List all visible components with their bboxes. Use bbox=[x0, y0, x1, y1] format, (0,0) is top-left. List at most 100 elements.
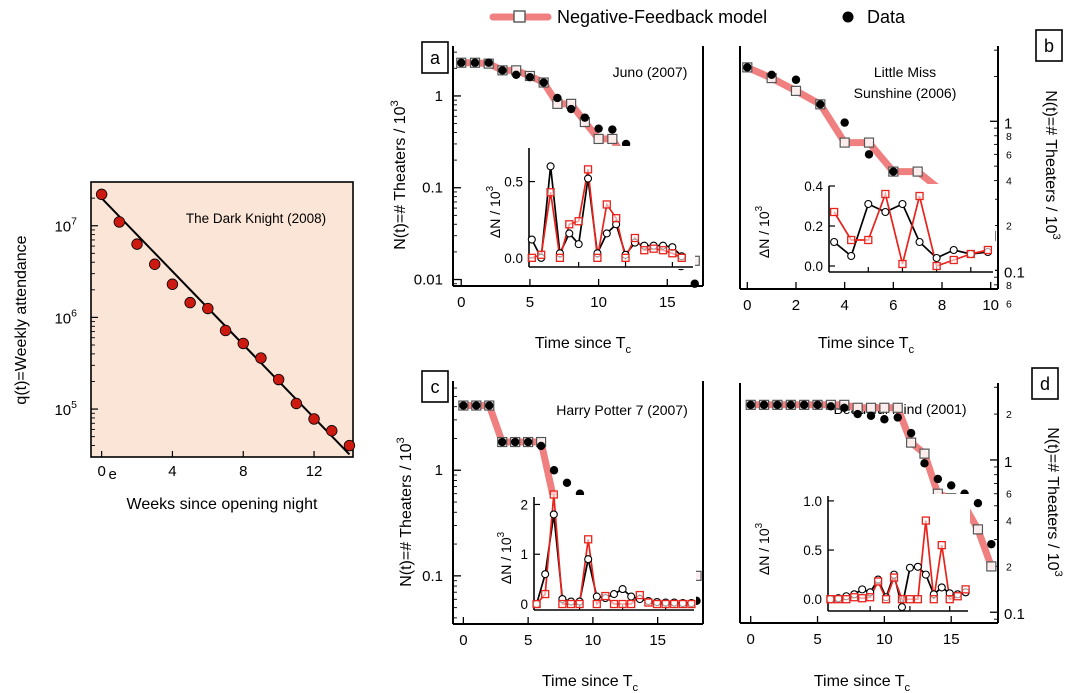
inset-model-marker bbox=[953, 592, 962, 601]
inset-data-marker bbox=[565, 229, 574, 238]
inset-data-marker bbox=[898, 199, 907, 209]
x-tick-label: 8 bbox=[239, 463, 247, 480]
inset-model-marker bbox=[850, 593, 859, 602]
legend-data-marker bbox=[842, 11, 854, 23]
inset-model-marker bbox=[574, 217, 583, 226]
x-axis-label: Weeks since opening night bbox=[127, 496, 318, 513]
inset-model-marker bbox=[612, 214, 621, 223]
inset-y-tick-label: 2 bbox=[520, 497, 528, 512]
inset-data-marker bbox=[541, 570, 550, 579]
inset-data-marker bbox=[949, 245, 958, 255]
data-point bbox=[690, 279, 699, 288]
inset-model-marker bbox=[949, 255, 958, 265]
inset-model-marker bbox=[621, 253, 630, 262]
inset-y-tick-label: 0.4 bbox=[804, 179, 823, 194]
inset-model-marker bbox=[913, 595, 923, 604]
y-minor-tick-label: 4 bbox=[1006, 516, 1012, 528]
inset-model-marker bbox=[983, 245, 993, 255]
y-tick-label-text: 10 bbox=[54, 402, 71, 419]
inset-model-marker bbox=[558, 599, 567, 609]
panel-label: d bbox=[1040, 374, 1050, 394]
data-point bbox=[255, 352, 267, 364]
y-tick-label: 0.01 bbox=[414, 272, 443, 289]
inset-y-tick-label: 0.0 bbox=[803, 592, 822, 607]
inset-model-marker bbox=[602, 200, 611, 209]
y-axis-label: N(t)=# Theaters / 103 bbox=[389, 100, 409, 250]
inset-data-marker bbox=[546, 162, 555, 171]
inset-model-marker bbox=[915, 191, 924, 201]
inset-model-marker bbox=[898, 259, 907, 269]
data-point bbox=[326, 425, 338, 437]
inset-model-marker bbox=[549, 490, 558, 499]
inset-y-axis-label-sup: 3 bbox=[496, 531, 507, 537]
y-tick-label: 1 bbox=[435, 462, 443, 479]
inset-model-marker bbox=[864, 235, 873, 245]
inset-model-marker bbox=[897, 595, 907, 604]
data-point bbox=[202, 302, 214, 315]
inset-model-marker bbox=[527, 253, 536, 262]
x-tick-label: 5 bbox=[813, 631, 821, 648]
data-point bbox=[485, 401, 494, 410]
plot-frame bbox=[90, 181, 354, 458]
data-point bbox=[786, 400, 795, 410]
inset-model-marker bbox=[932, 261, 941, 271]
model-marker bbox=[790, 85, 802, 96]
y-axis-label-text: N(t)=# Theaters / 10 bbox=[392, 106, 409, 249]
data-point bbox=[457, 58, 466, 67]
x-extra-label: e bbox=[108, 466, 116, 483]
data-point bbox=[840, 403, 849, 412]
x-tick-label: 15 bbox=[659, 294, 676, 311]
data-point bbox=[759, 400, 769, 410]
y-axis-label: q(t)=Weekly attendance bbox=[13, 235, 30, 404]
model-marker bbox=[972, 524, 984, 535]
x-axis-label-sub: c bbox=[633, 682, 639, 693]
inset-data-marker bbox=[897, 603, 907, 612]
inset-y-tick-label: 0.5 bbox=[504, 175, 523, 190]
inset-data-marker bbox=[602, 229, 611, 238]
y-tick-label: 105 bbox=[54, 399, 77, 419]
x-axis-label-text: Time since T bbox=[814, 673, 905, 690]
model-marker bbox=[919, 448, 930, 459]
model-marker bbox=[839, 137, 850, 148]
chart-beautiful-mind: 0 5 10 15 Time since Tc 0.1 1 2 4 6 2 N(t)=# Theate… bbox=[739, 367, 1064, 693]
panel-label-box bbox=[421, 41, 449, 74]
legend: Negative-Feedback model Data bbox=[489, 7, 906, 27]
inset-model-marker bbox=[929, 595, 938, 604]
x-axis-label-text: Time since T bbox=[535, 335, 626, 352]
data-point bbox=[166, 278, 179, 290]
inset-data-marker bbox=[913, 562, 922, 571]
inset-model-marker bbox=[889, 573, 899, 582]
inset-data-marker bbox=[932, 253, 941, 263]
chart-little-miss-sunshine: 0 2 4 6 8 10 Time since Tc 0.1 1 6 8 2 4 6 8 N(t)=# The… bbox=[739, 29, 1063, 356]
y-tick-label: 107 bbox=[54, 216, 77, 236]
chart-title: Little Miss bbox=[874, 64, 936, 80]
model-marker bbox=[892, 402, 903, 413]
data-point bbox=[889, 167, 898, 176]
data-point bbox=[893, 413, 902, 422]
y-axis-label-sup: 3 bbox=[1050, 234, 1062, 240]
legend-data-label: Data bbox=[867, 7, 906, 27]
x-axis-label: Time since Tc bbox=[542, 673, 639, 693]
data-point bbox=[608, 125, 617, 134]
y-tick-label: 1 bbox=[435, 88, 443, 105]
x-tick-label: 0 bbox=[747, 631, 755, 648]
data-point bbox=[290, 397, 303, 410]
model-marker bbox=[865, 402, 877, 413]
data-point bbox=[920, 459, 929, 468]
data-point bbox=[470, 58, 480, 67]
panel-label: c bbox=[431, 377, 440, 397]
inset: 0.0 0.5ΔN / 103 bbox=[485, 146, 695, 269]
chart-title: Harry Potter 7 (2007) bbox=[556, 402, 688, 418]
inset-y-axis-label: ΔN / 103 bbox=[496, 531, 514, 584]
inset-data-marker bbox=[609, 590, 619, 599]
inset-model-marker bbox=[640, 246, 649, 255]
chart-title: The Dark Knight (2008) bbox=[186, 211, 326, 226]
panel-label-box bbox=[421, 370, 449, 403]
inset-data-marker bbox=[905, 563, 914, 572]
inset-model-marker bbox=[555, 253, 565, 262]
data-point bbox=[853, 409, 862, 419]
inset-data-marker bbox=[549, 510, 558, 519]
inset-y-axis-label-sup: 3 bbox=[754, 522, 765, 528]
model-marker bbox=[593, 133, 604, 145]
